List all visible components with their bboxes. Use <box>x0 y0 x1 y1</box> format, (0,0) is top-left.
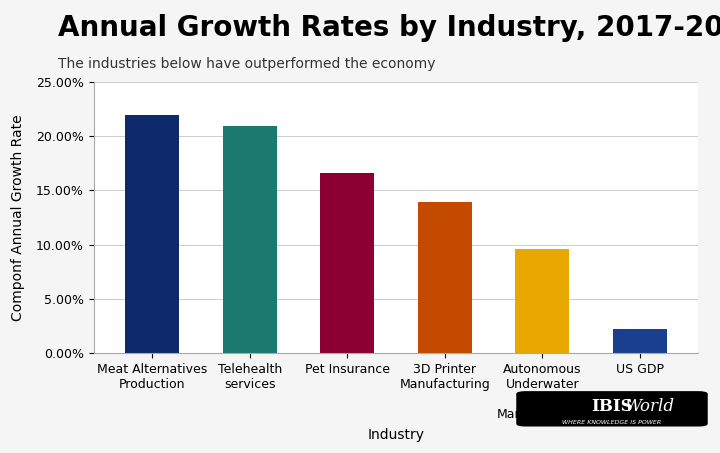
Bar <box>613 329 667 353</box>
Text: The industries below have outperformed the economy: The industries below have outperformed t… <box>58 57 435 71</box>
X-axis label: Industry: Industry <box>367 428 425 442</box>
Bar <box>516 249 569 353</box>
Y-axis label: Componf Annual Growth Rate: Componf Annual Growth Rate <box>11 114 25 321</box>
Bar <box>320 173 374 353</box>
FancyBboxPatch shape <box>517 392 707 426</box>
Text: World: World <box>625 398 675 415</box>
Bar <box>418 202 472 353</box>
Text: IBIS: IBIS <box>591 398 633 415</box>
Bar <box>125 115 179 353</box>
Text: WHERE KNOWLEDGE IS POWER: WHERE KNOWLEDGE IS POWER <box>562 419 662 425</box>
Text: Annual Growth Rates by Industry, 2017-2022: Annual Growth Rates by Industry, 2017-20… <box>58 14 720 42</box>
Bar <box>223 126 276 353</box>
